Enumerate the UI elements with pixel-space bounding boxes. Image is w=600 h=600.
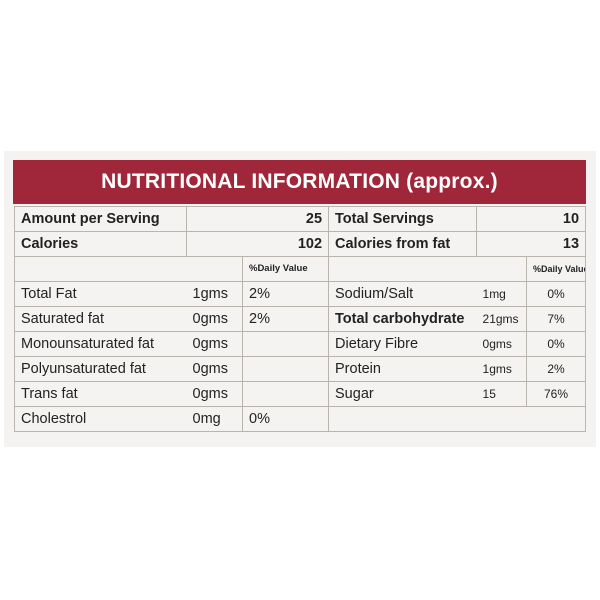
- nutrient-daily-value: 2%: [241, 306, 330, 332]
- nutrient-amount: 0gms: [476, 331, 528, 357]
- amount-per-serving-value: 25: [185, 206, 330, 232]
- daily-value-header-left: %Daily Value: [241, 256, 330, 282]
- nutrient-amount: 1gms: [186, 281, 243, 307]
- nutrient-name: Sugar: [328, 381, 477, 407]
- nutrient-amount: 0gms: [186, 331, 243, 357]
- nutrient-name: Protein: [328, 356, 477, 382]
- header-spacer-left: [14, 256, 243, 282]
- nutrient-daily-value: 0%: [526, 281, 587, 307]
- nutrient-daily-value: 0%: [526, 331, 587, 357]
- nutrient-amount: 21gms: [476, 306, 528, 332]
- nutrient-row: Cholestrol 0mg 0%: [14, 406, 587, 432]
- nutrient-amount: 0gms: [186, 306, 243, 332]
- calories-value: 102: [185, 231, 330, 257]
- nutrient-amount: 0gms: [186, 356, 243, 382]
- empty-cell: [328, 406, 587, 432]
- daily-value-header-right: %Daily Value: [526, 256, 587, 282]
- nutrient-daily-value: [241, 381, 330, 407]
- header-spacer-right: [328, 256, 528, 282]
- nutrient-amount: 0gms: [186, 381, 243, 407]
- summary-row-calories: Calories 102 Calories from fat 13: [14, 231, 587, 257]
- nutrient-name: Cholestrol: [14, 406, 187, 432]
- calories-from-fat-value: 13: [476, 231, 587, 257]
- nutrient-row: Trans fat 0gms Sugar 15 76%: [14, 381, 587, 407]
- nutrient-amount: 0mg: [186, 406, 243, 432]
- nutrient-row: Saturated fat 0gms 2% Total carbohydrate…: [14, 306, 587, 332]
- nutrient-daily-value: [241, 331, 330, 357]
- summary-row-servings: Amount per Serving 25 Total Servings 10: [14, 206, 587, 232]
- nutrient-daily-value: 7%: [526, 306, 587, 332]
- nutrient-name: Monounsaturated fat: [14, 331, 187, 357]
- amount-per-serving-label: Amount per Serving: [14, 206, 187, 232]
- nutrient-name: Polyunsaturated fat: [14, 356, 187, 382]
- nutrient-amount: 1mg: [476, 281, 528, 307]
- total-servings-value: 10: [476, 206, 587, 232]
- calories-from-fat-label: Calories from fat: [328, 231, 478, 257]
- nutrient-daily-value: 2%: [526, 356, 587, 382]
- nutrient-amount: 15: [476, 381, 528, 407]
- nutrition-table: Amount per Serving 25 Total Servings 10 …: [14, 206, 587, 432]
- nutrient-daily-value: 76%: [526, 381, 587, 407]
- nutrition-title: NUTRITIONAL INFORMATION (approx.): [101, 170, 498, 193]
- nutrient-daily-value: 2%: [241, 281, 330, 307]
- nutrient-name: Saturated fat: [14, 306, 187, 332]
- nutrient-row: Polyunsaturated fat 0gms Protein 1gms 2%: [14, 356, 587, 382]
- nutrient-name: Total carbohydrate: [328, 306, 477, 332]
- calories-label: Calories: [14, 231, 187, 257]
- nutrition-title-banner: NUTRITIONAL INFORMATION (approx.): [13, 160, 586, 204]
- nutrient-name: Dietary Fibre: [328, 331, 477, 357]
- total-servings-label: Total Servings: [328, 206, 478, 232]
- nutrient-daily-value: 0%: [241, 406, 330, 432]
- nutrient-row: Total Fat 1gms 2% Sodium/Salt 1mg 0%: [14, 281, 587, 307]
- nutrient-row: Monounsaturated fat 0gms Dietary Fibre 0…: [14, 331, 587, 357]
- daily-value-header-row: %Daily Value %Daily Value: [14, 256, 587, 282]
- nutrient-name: Total Fat: [14, 281, 187, 307]
- nutrient-name: Trans fat: [14, 381, 187, 407]
- nutrient-amount: 1gms: [476, 356, 528, 382]
- nutrient-daily-value: [241, 356, 330, 382]
- nutrient-name: Sodium/Salt: [328, 281, 477, 307]
